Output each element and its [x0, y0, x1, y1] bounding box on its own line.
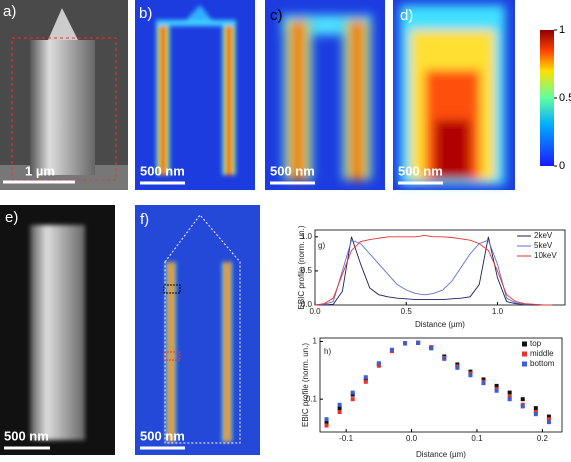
scatter-point	[337, 409, 342, 414]
scatter-point	[507, 390, 512, 395]
x-tick-label: -0.1	[339, 434, 353, 443]
scatter-point	[363, 375, 368, 380]
plot-frame	[319, 337, 563, 433]
x-tick-label: 0.0	[309, 307, 321, 316]
scatter-point	[350, 390, 355, 395]
scatter-point	[494, 383, 499, 388]
legend-label: 10keV	[534, 251, 557, 260]
series-line	[314, 239, 553, 306]
series-line	[314, 234, 553, 306]
scatter-point	[416, 341, 421, 346]
x-tick-label: 0.0	[406, 434, 418, 443]
scale-bar-label: 1 µm	[25, 163, 55, 178]
ebic-map-c	[265, 0, 385, 190]
scale-bar-label: 500 nm	[140, 163, 185, 178]
scatter-point	[337, 406, 342, 411]
scatter-point	[350, 397, 355, 402]
x-axis-label: Distance (µm)	[415, 320, 465, 329]
colorbar-tick-label: 0.5	[559, 92, 571, 104]
ebic-map-d	[393, 0, 515, 190]
scatter-point	[533, 409, 538, 414]
x-tick-label: 0.1	[471, 434, 483, 443]
scatter-point	[546, 417, 551, 422]
scatter-point	[403, 341, 408, 346]
sem-image-a	[0, 0, 128, 190]
scatter-point	[533, 412, 538, 417]
legend-label: middle	[530, 349, 554, 358]
y-axis-label: EBIC profile (norm. un.)	[301, 343, 310, 427]
scatter-point	[363, 377, 368, 382]
y-tick-label: 0.5	[301, 266, 313, 275]
series-line	[315, 236, 553, 306]
legend-label: 2keV	[534, 231, 553, 240]
colorbar	[540, 30, 554, 166]
scatter-point	[376, 361, 381, 366]
scatter-point	[429, 346, 434, 351]
legend-swatch	[522, 361, 527, 367]
panel-label: e)	[5, 209, 18, 226]
scatter-point	[389, 347, 394, 352]
scatter-point	[324, 417, 329, 422]
panel-label: c)	[270, 7, 283, 24]
scatter-point	[337, 402, 342, 407]
scatter-point	[350, 392, 355, 397]
scatter-point	[546, 414, 551, 419]
panel-label: a)	[3, 3, 16, 20]
scale-bars	[3, 180, 443, 450]
scale-bar-label: 500 nm	[270, 163, 315, 178]
legend-label: 5keV	[534, 241, 553, 250]
scatter-point	[324, 420, 329, 425]
scatter-point	[546, 420, 551, 425]
scatter-point	[507, 394, 512, 399]
scatter-point	[468, 373, 473, 378]
colorbar-tick-label: 1	[559, 24, 565, 36]
ebic-map-b	[135, 0, 255, 190]
y-tick-label: 0.0	[301, 300, 313, 309]
y-tick-label: 0.1	[306, 394, 318, 403]
panel-label: d)	[400, 7, 413, 24]
legend-label: top	[530, 339, 542, 348]
scale-bar-label: 500 nm	[398, 163, 443, 178]
y-tick-label: 1	[313, 337, 318, 346]
y-axis-label: EBIC profile (norm. un.)	[297, 225, 306, 309]
x-tick-label: 0.2	[537, 434, 549, 443]
colorbar-tick-label: 0	[559, 160, 565, 172]
chart-label: h)	[324, 347, 331, 356]
chart-label: g)	[318, 241, 325, 250]
plot-frame	[314, 229, 566, 306]
scatter-point	[533, 406, 538, 411]
x-axis-label: Distance (µm)	[416, 450, 466, 459]
legend-label: bottom	[530, 359, 555, 368]
scatter-point	[507, 397, 512, 402]
scatter-point	[520, 404, 525, 409]
charts: 0.0 0.5 1.0 0.0 0.5 1.0 g) Distance (µm) EBIC pr…	[297, 225, 566, 459]
scatter-point	[376, 363, 381, 368]
legend-swatch	[522, 341, 527, 347]
scatter-point	[494, 388, 499, 393]
scatter-point	[481, 377, 486, 382]
scatter-point	[520, 397, 525, 402]
ebic-map-f	[135, 205, 260, 455]
scatter-point	[442, 356, 447, 361]
panel-label: b)	[139, 5, 152, 22]
scatter-point	[481, 381, 486, 386]
sem-image-e	[0, 205, 115, 455]
scatter-point	[363, 379, 368, 384]
scale-bar-label: 500 nm	[4, 428, 49, 443]
x-tick-label: 1.0	[492, 307, 504, 316]
y-tick-label: 1.0	[301, 232, 313, 241]
scale-bar-label: 500 nm	[140, 428, 185, 443]
scatter-point	[455, 365, 460, 370]
legend-swatch	[522, 351, 527, 357]
x-tick-label: 0.5	[401, 307, 413, 316]
scatter-point	[324, 423, 329, 428]
panel-label: f)	[140, 211, 149, 228]
